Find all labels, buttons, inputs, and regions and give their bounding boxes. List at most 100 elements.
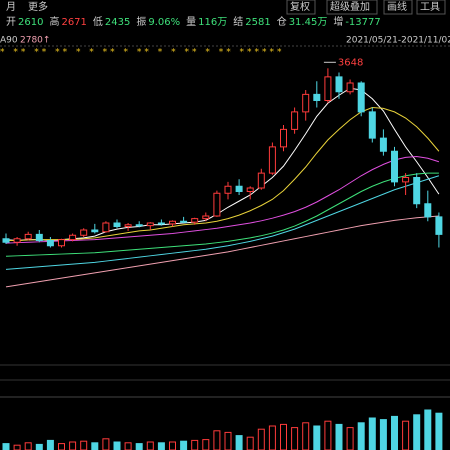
stat-value: 9.06% <box>148 17 180 28</box>
volume-bar <box>435 412 443 450</box>
candle-body <box>157 222 165 225</box>
volume-bar <box>91 442 99 450</box>
stat-label: 结 <box>233 15 243 28</box>
volume-bar <box>135 443 143 450</box>
volume-bar <box>379 419 387 450</box>
candle-body <box>146 222 154 227</box>
candle-body <box>124 224 132 227</box>
candle-body <box>424 203 432 218</box>
stat-value: 2581 <box>245 17 270 28</box>
volume-bar <box>302 422 310 450</box>
volume-bar <box>324 420 332 450</box>
volume-bar <box>224 431 232 450</box>
volume-bar <box>2 443 10 450</box>
volume-bar <box>246 436 254 450</box>
candle-body <box>291 111 299 130</box>
volume-bar <box>313 425 321 450</box>
volume-bar <box>102 438 110 450</box>
candle-body <box>102 222 110 233</box>
candle-body <box>46 240 54 247</box>
stat-value: -13777 <box>345 17 380 28</box>
volume-bar <box>391 415 398 450</box>
toolbar-button[interactable]: 复权 <box>290 0 310 13</box>
candle-body <box>69 234 77 241</box>
volume-bar <box>213 430 221 450</box>
volume-bar <box>69 441 77 450</box>
candle-body <box>435 216 443 235</box>
toolbar-button[interactable]: 工具 <box>420 1 440 13</box>
ma-line <box>6 106 440 241</box>
stat-label: 增 <box>333 15 343 28</box>
volume-bar <box>235 435 243 450</box>
ma-line <box>5 87 440 242</box>
toolbar-button[interactable]: 超级叠加 <box>330 0 370 13</box>
candle-body <box>235 185 243 192</box>
candle-body <box>313 93 321 101</box>
volume-bar <box>402 420 410 450</box>
volume-bar <box>58 443 65 450</box>
candle-body <box>224 185 232 194</box>
ma-line <box>5 172 439 257</box>
toolbar-button-frame <box>286 0 316 15</box>
more-tab[interactable]: 更多 <box>28 0 48 13</box>
volume-bar <box>157 442 165 450</box>
signal-stars: * ** ** ** * * ** * ** * * ** * ** *****… <box>0 48 285 58</box>
ma-label: A90 <box>0 36 18 46</box>
ma-line <box>5 175 440 270</box>
volume-bar <box>357 422 365 450</box>
stat-label: 仓 <box>277 15 287 28</box>
candle-body <box>368 111 376 139</box>
candle-body <box>191 218 199 223</box>
candle-body <box>80 229 88 236</box>
candle-body <box>169 220 176 225</box>
candle-body <box>268 146 276 174</box>
volume-bar <box>191 439 199 450</box>
stat-label: 高 <box>49 15 59 28</box>
volume-bar <box>280 423 287 450</box>
candle-body <box>379 137 387 152</box>
stat-label: 振 <box>136 15 146 28</box>
volume-bar <box>24 442 32 450</box>
date-range: 2021/05/21-2021/11/02 <box>346 36 450 46</box>
candle-body <box>13 238 21 243</box>
ma-line <box>5 155 440 244</box>
volume-bar <box>257 428 265 450</box>
toolbar-button-frame <box>416 0 446 15</box>
stat-value: 31.45万 <box>289 17 328 28</box>
candle-body <box>335 76 343 93</box>
candle-body <box>135 224 143 227</box>
stat-label: 开 <box>6 17 16 28</box>
volume-bar <box>13 444 21 450</box>
volume-bar <box>368 417 376 450</box>
candle-body <box>35 233 43 241</box>
volume-bar <box>35 443 43 450</box>
volume-bar <box>268 425 276 450</box>
candle-body <box>302 93 310 113</box>
ma-value: 2780↑ <box>20 36 50 46</box>
volume-bar <box>46 439 54 450</box>
candle-body <box>402 177 410 183</box>
candle-body <box>246 187 254 192</box>
volume-bar <box>169 441 176 450</box>
volume-bar <box>113 441 121 450</box>
candle-body <box>391 150 398 183</box>
candle-body <box>213 192 221 217</box>
volume-bar <box>80 440 88 450</box>
candle-body <box>113 222 121 227</box>
toolbar-button[interactable]: 画线 <box>387 0 407 13</box>
candle-body <box>58 239 65 247</box>
stat-label: 低 <box>93 15 103 28</box>
toolbar-button-frame <box>383 0 413 15</box>
max-label: 3648 <box>338 57 363 68</box>
candle-body <box>413 177 421 205</box>
candle-body <box>324 76 332 101</box>
candle-body <box>257 172 265 189</box>
toolbar-button-frame <box>326 0 378 15</box>
candle-body <box>202 215 210 220</box>
period-tab[interactable]: 月 <box>6 1 16 13</box>
candle-body <box>180 220 188 223</box>
volume-bar <box>346 427 354 450</box>
ma-line <box>5 215 439 288</box>
